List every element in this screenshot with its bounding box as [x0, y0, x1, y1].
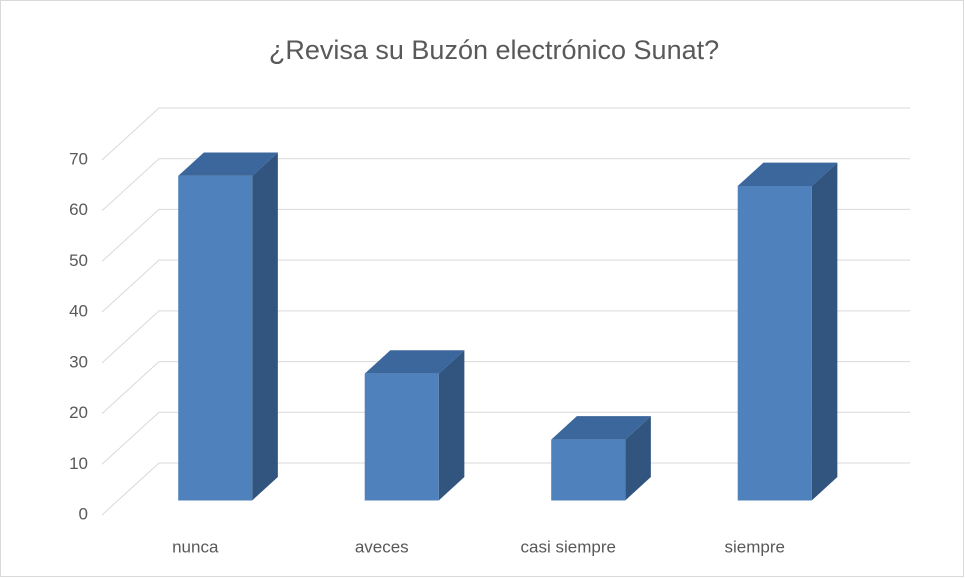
bar-top: [737, 162, 838, 187]
grid-line: [101, 158, 910, 212]
grid-line: [101, 259, 910, 313]
grid-line: [101, 310, 910, 364]
bar-side: [438, 350, 465, 501]
y-tick-label: 30: [69, 352, 88, 371]
x-tick-label: siempre: [725, 537, 785, 556]
chart-title: ¿Revisa su Buzón electrónico Sunat?: [269, 35, 719, 65]
bar: [178, 152, 278, 501]
grid-line: [101, 411, 910, 465]
bar-front: [178, 175, 253, 501]
bar-front: [364, 373, 439, 501]
x-tick-label: aveces: [355, 537, 409, 556]
y-tick-label: 70: [69, 149, 88, 168]
bar: [551, 416, 651, 501]
y-tick-label: 20: [69, 403, 88, 422]
bar-side: [811, 162, 838, 501]
y-tick-label: 60: [69, 200, 88, 219]
bar: [737, 162, 838, 501]
bar-side: [625, 416, 651, 501]
grid-line: [101, 107, 910, 161]
y-tick-label: 0: [79, 504, 88, 523]
bar-front: [551, 439, 626, 501]
bar-side: [252, 152, 278, 501]
bar-top: [178, 152, 278, 176]
x-tick-label: casi siempre: [521, 537, 616, 556]
x-tick-label: nunca: [172, 537, 219, 556]
bar-top: [551, 416, 651, 440]
y-tick-label: 10: [69, 454, 88, 473]
bar: [364, 350, 465, 501]
grid-line: [101, 361, 910, 414]
grid-line: [101, 462, 910, 516]
bar-top: [364, 350, 465, 374]
y-tick-label: 40: [69, 302, 88, 321]
grid-line: [101, 208, 910, 262]
y-tick-label: 50: [69, 251, 88, 270]
bar-front: [737, 186, 812, 501]
